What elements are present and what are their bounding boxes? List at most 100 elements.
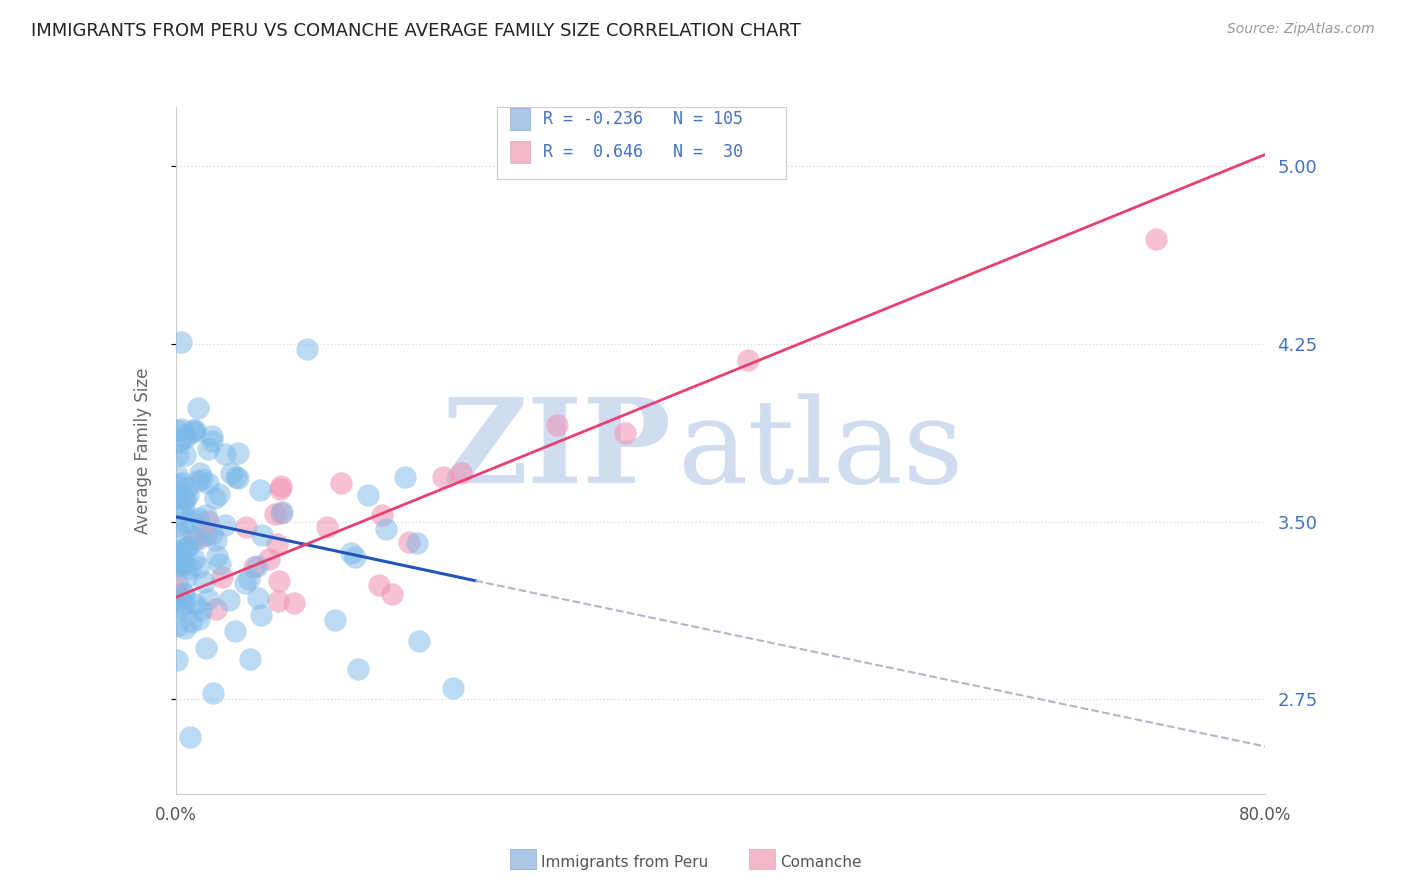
Point xyxy=(166,519,188,533)
Point xyxy=(174,427,197,442)
Point xyxy=(170,555,193,569)
Point xyxy=(243,559,266,574)
Point xyxy=(179,561,201,575)
Point xyxy=(193,574,215,589)
Point xyxy=(173,431,195,445)
Point xyxy=(1144,232,1167,246)
Point xyxy=(194,640,217,655)
Point xyxy=(170,334,193,349)
Point xyxy=(173,493,195,508)
FancyBboxPatch shape xyxy=(498,107,786,179)
Point xyxy=(269,483,291,497)
Point xyxy=(408,634,430,648)
Point xyxy=(197,476,219,491)
Point xyxy=(264,507,287,521)
Point xyxy=(176,541,198,555)
Point xyxy=(176,569,198,583)
Point xyxy=(188,467,211,481)
FancyBboxPatch shape xyxy=(510,108,530,130)
Point xyxy=(398,535,420,549)
Text: Comanche: Comanche xyxy=(780,855,862,870)
Point xyxy=(323,613,346,627)
Point xyxy=(166,592,188,607)
Point xyxy=(184,532,207,546)
Point xyxy=(450,466,472,480)
Point xyxy=(224,624,246,638)
Point xyxy=(297,342,319,356)
Point xyxy=(202,686,225,700)
Point xyxy=(169,543,191,558)
Point xyxy=(204,491,226,505)
Text: Source: ZipAtlas.com: Source: ZipAtlas.com xyxy=(1227,22,1375,37)
Point xyxy=(614,426,637,441)
Point xyxy=(166,468,188,483)
Point xyxy=(194,508,217,522)
Point xyxy=(187,532,209,546)
Text: ZIP: ZIP xyxy=(441,393,672,508)
Point xyxy=(183,551,205,566)
Point xyxy=(375,522,398,536)
Point xyxy=(214,517,236,532)
Point xyxy=(226,471,249,485)
Point xyxy=(170,599,193,613)
Point xyxy=(169,602,191,616)
Point xyxy=(238,652,260,666)
Point xyxy=(170,555,193,569)
Text: Immigrants from Peru: Immigrants from Peru xyxy=(541,855,709,870)
Point xyxy=(343,550,366,565)
Point xyxy=(173,501,195,516)
Point xyxy=(197,442,219,456)
Point xyxy=(174,515,197,529)
Point xyxy=(208,558,231,572)
Point xyxy=(233,575,256,590)
Point xyxy=(238,572,260,586)
Point xyxy=(205,549,228,563)
Point xyxy=(247,591,270,605)
Point xyxy=(173,597,195,611)
Point xyxy=(166,477,188,491)
Point xyxy=(166,489,188,503)
Point xyxy=(181,530,204,544)
Point xyxy=(183,423,205,437)
Point xyxy=(169,547,191,561)
Text: atlas: atlas xyxy=(678,393,963,508)
Point xyxy=(271,505,294,519)
Point xyxy=(176,541,198,555)
Point xyxy=(546,417,568,432)
Point xyxy=(170,476,193,491)
FancyBboxPatch shape xyxy=(510,141,530,163)
Point xyxy=(405,536,427,550)
Point xyxy=(187,612,209,626)
Point xyxy=(441,681,464,695)
Point xyxy=(197,514,219,528)
Point xyxy=(166,653,188,667)
Point xyxy=(167,434,190,449)
Point xyxy=(179,730,201,744)
Point xyxy=(167,546,190,560)
Point xyxy=(169,549,191,563)
Point xyxy=(357,488,380,502)
Point xyxy=(180,513,202,527)
Point xyxy=(270,479,292,493)
Point xyxy=(267,574,290,588)
Point xyxy=(235,520,257,534)
Point xyxy=(169,554,191,568)
Point xyxy=(166,448,188,462)
Point xyxy=(315,520,337,534)
Point xyxy=(205,602,228,616)
Point xyxy=(225,470,247,484)
Point xyxy=(173,491,195,506)
Point xyxy=(257,552,280,566)
Point xyxy=(187,474,209,488)
Point xyxy=(169,559,191,574)
Point xyxy=(737,352,759,367)
Point xyxy=(174,621,197,635)
Point xyxy=(347,662,370,676)
Point xyxy=(218,592,240,607)
Point xyxy=(173,449,195,463)
Point xyxy=(180,615,202,629)
Point xyxy=(167,501,190,516)
Point xyxy=(266,537,288,551)
Point xyxy=(195,527,218,541)
Point xyxy=(166,551,188,566)
